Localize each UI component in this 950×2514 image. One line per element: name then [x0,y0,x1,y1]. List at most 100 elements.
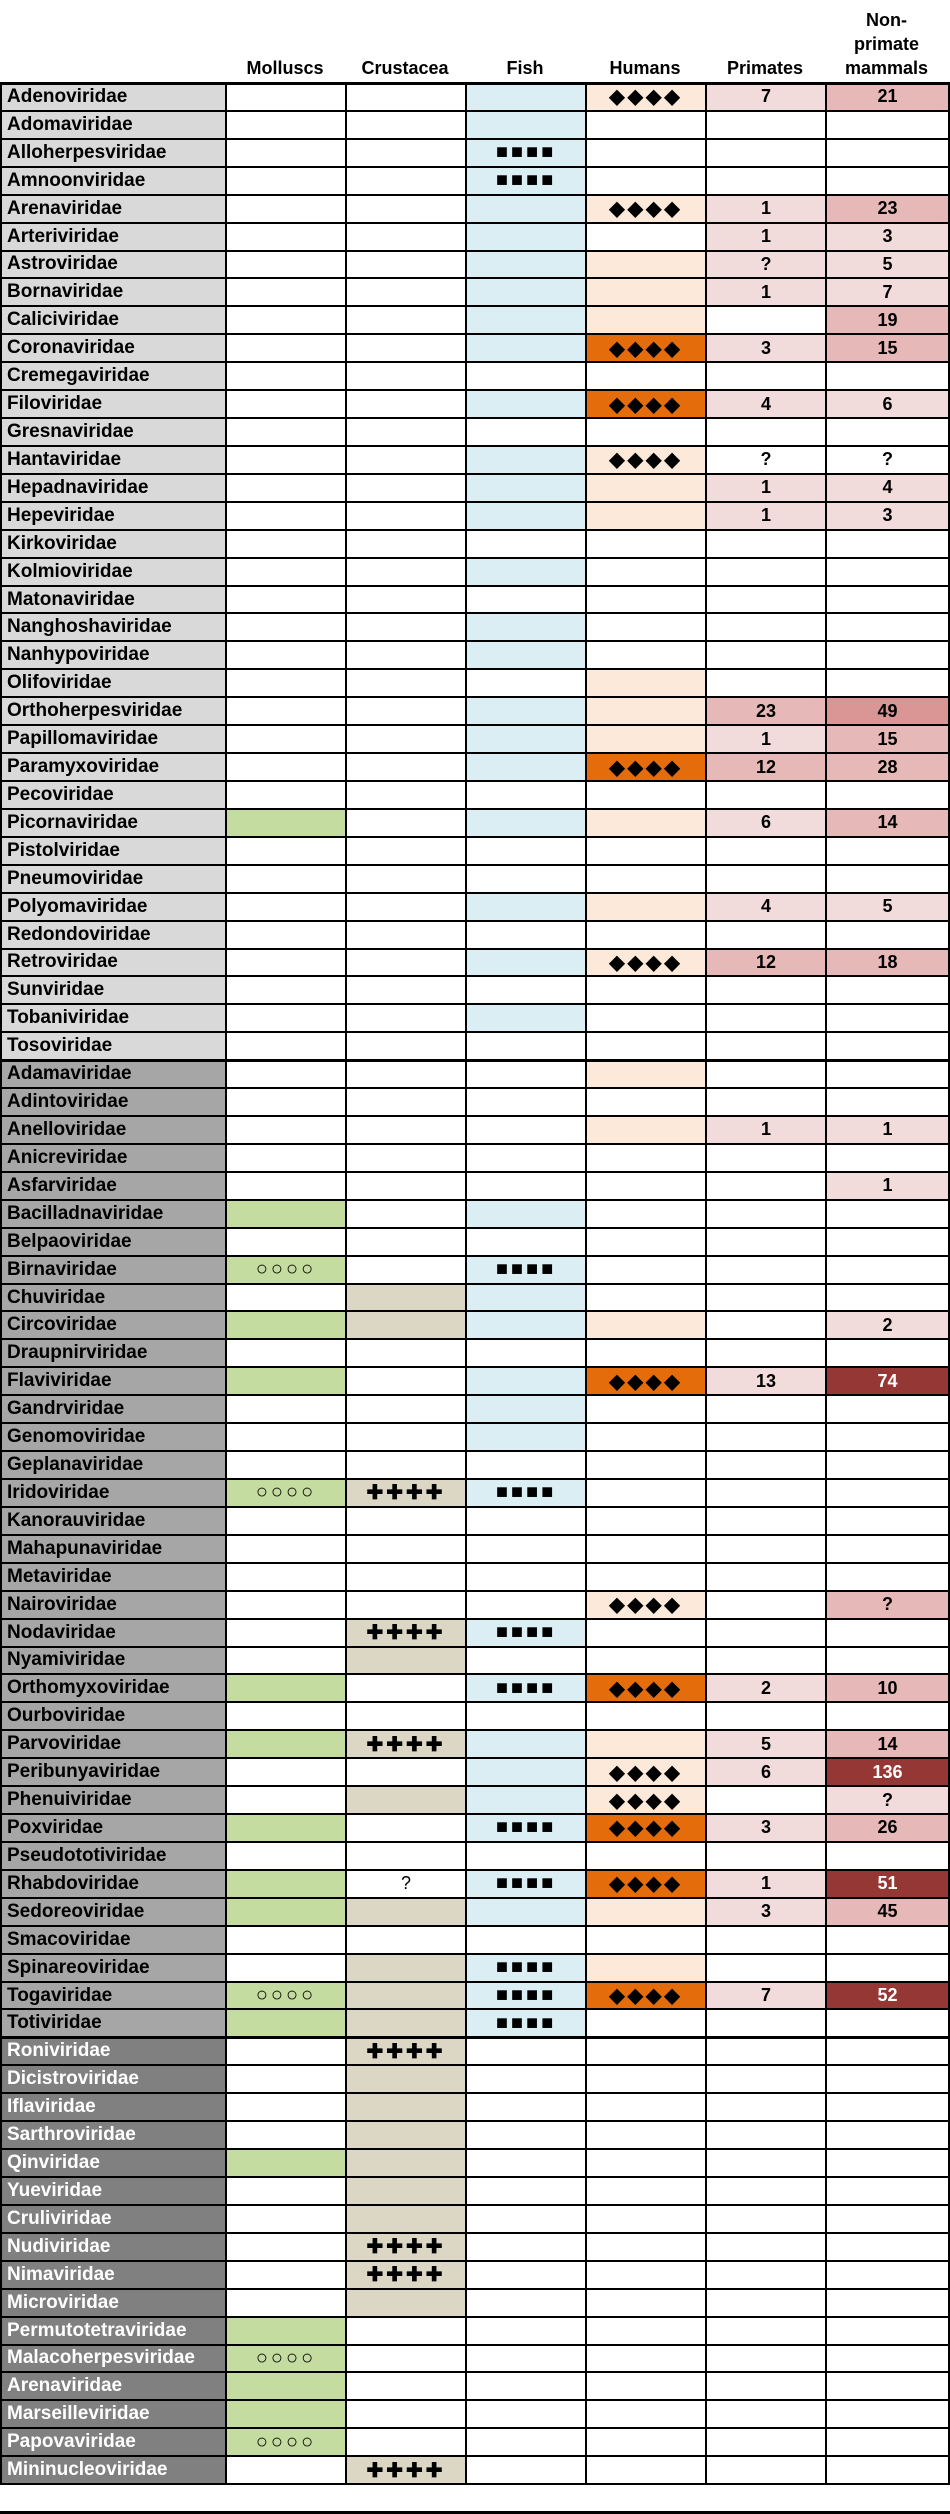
cell-molluscs [225,1898,345,1927]
cell-humans [585,1507,705,1536]
family-name: Kolmioviridae [0,558,225,587]
family-name: Adomaviridae [0,111,225,140]
cell-crustacea [345,251,465,280]
cell-fish: ■■■■ [465,1480,585,1508]
cell-fish [465,1005,585,1034]
cell-primates [705,530,825,559]
cell-mammals: ? [825,446,950,475]
cell-mammals [825,782,950,810]
cell-fish: ■■■■ [465,1256,585,1285]
cell-molluscs [225,2150,345,2178]
cell-primates [705,1452,825,1480]
cell-molluscs [225,1312,345,1341]
cell-crustacea [345,726,465,755]
cell-primates [705,837,825,866]
cell-humans [585,1703,705,1732]
cell-crustacea [345,670,465,699]
cell-molluscs [225,1563,345,1592]
cell-fish [465,2401,585,2430]
cell-molluscs [225,1144,345,1173]
cell-primates [705,1033,825,1062]
cell-primates [705,111,825,140]
family-name: Pseudototiviridae [0,1842,225,1871]
cell-mammals: 18 [825,949,950,978]
cell-primates [705,1005,825,1034]
cell-crustacea [345,1675,465,1704]
group-separator [0,2036,950,2040]
cell-molluscs [225,2261,345,2290]
cell-crustacea [345,1452,465,1480]
cell-crustacea: ✚✚✚✚ [345,1480,465,1508]
family-name: Arteriviridae [0,223,225,252]
cell-crustacea [345,1368,465,1397]
cell-fish [465,419,585,447]
family-name: Arenaviridae [0,2373,225,2402]
cell-humans [585,2122,705,2151]
header-mammals: Non- primate mammals [844,10,929,78]
cell-molluscs [225,2178,345,2206]
family-name: Amnoonviridae [0,167,225,196]
cell-humans [585,2150,705,2178]
family-name: Qinviridae [0,2150,225,2178]
cell-crustacea [345,363,465,392]
cell-crustacea [345,2345,465,2374]
cell-molluscs [225,502,345,531]
cell-primates: 7 [705,1982,825,2011]
cell-mammals [825,111,950,140]
cell-crustacea [345,586,465,615]
cell-fish [465,84,585,112]
cell-primates: 1 [705,279,825,308]
cell-mammals: 19 [825,307,950,336]
family-name: Cremegaviridae [0,363,225,392]
cell-crustacea [345,2010,465,2039]
cell-crustacea [345,1424,465,1453]
cell-primates [705,977,825,1006]
cell-crustacea [345,1089,465,1118]
cell-primates [705,2066,825,2095]
cell-fish [465,1172,585,1201]
cell-fish [465,2317,585,2346]
cell-primates [705,1144,825,1173]
cell-molluscs [225,363,345,392]
cell-humans [585,865,705,894]
cell-mammals: 3 [825,223,950,252]
cell-molluscs [225,1172,345,1201]
cell-fish [465,1368,585,1397]
cell-humans [585,782,705,810]
cell-humans [585,726,705,755]
cell-humans [585,139,705,168]
cell-crustacea [345,335,465,364]
cell-crustacea: ✚✚✚✚ [345,2038,465,2067]
family-name: Nudiviridae [0,2233,225,2262]
cell-humans [585,2401,705,2430]
cell-crustacea: ✚✚✚✚ [345,2261,465,2290]
cell-fish [465,223,585,252]
cell-fish: ■■■■ [465,167,585,196]
cell-primates [705,865,825,894]
cell-fish: ■■■■ [465,1619,585,1648]
cell-primates: 1 [705,1117,825,1145]
cell-molluscs [225,2038,345,2067]
cell-fish [465,558,585,587]
cell-primates [705,2150,825,2178]
family-name: Polyomaviridae [0,893,225,922]
family-name: Bornaviridae [0,279,225,308]
cell-molluscs [225,195,345,224]
cell-molluscs [225,2066,345,2095]
cell-primates [705,2205,825,2234]
family-name: Astroviridae [0,251,225,280]
cell-fish [465,1898,585,1927]
cell-molluscs [225,1340,345,1369]
cell-crustacea [345,1982,465,2011]
family-name: Ourboviridae [0,1703,225,1732]
cell-fish [465,782,585,810]
cell-fish [465,391,585,420]
cell-crustacea [345,1256,465,1285]
family-name: Circoviridae [0,1312,225,1341]
cell-primates [705,2122,825,2151]
cell-humans: ◆◆◆◆ [585,1787,705,1816]
cell-fish [465,195,585,224]
cell-crustacea [345,1759,465,1788]
cell-mammals [825,614,950,643]
